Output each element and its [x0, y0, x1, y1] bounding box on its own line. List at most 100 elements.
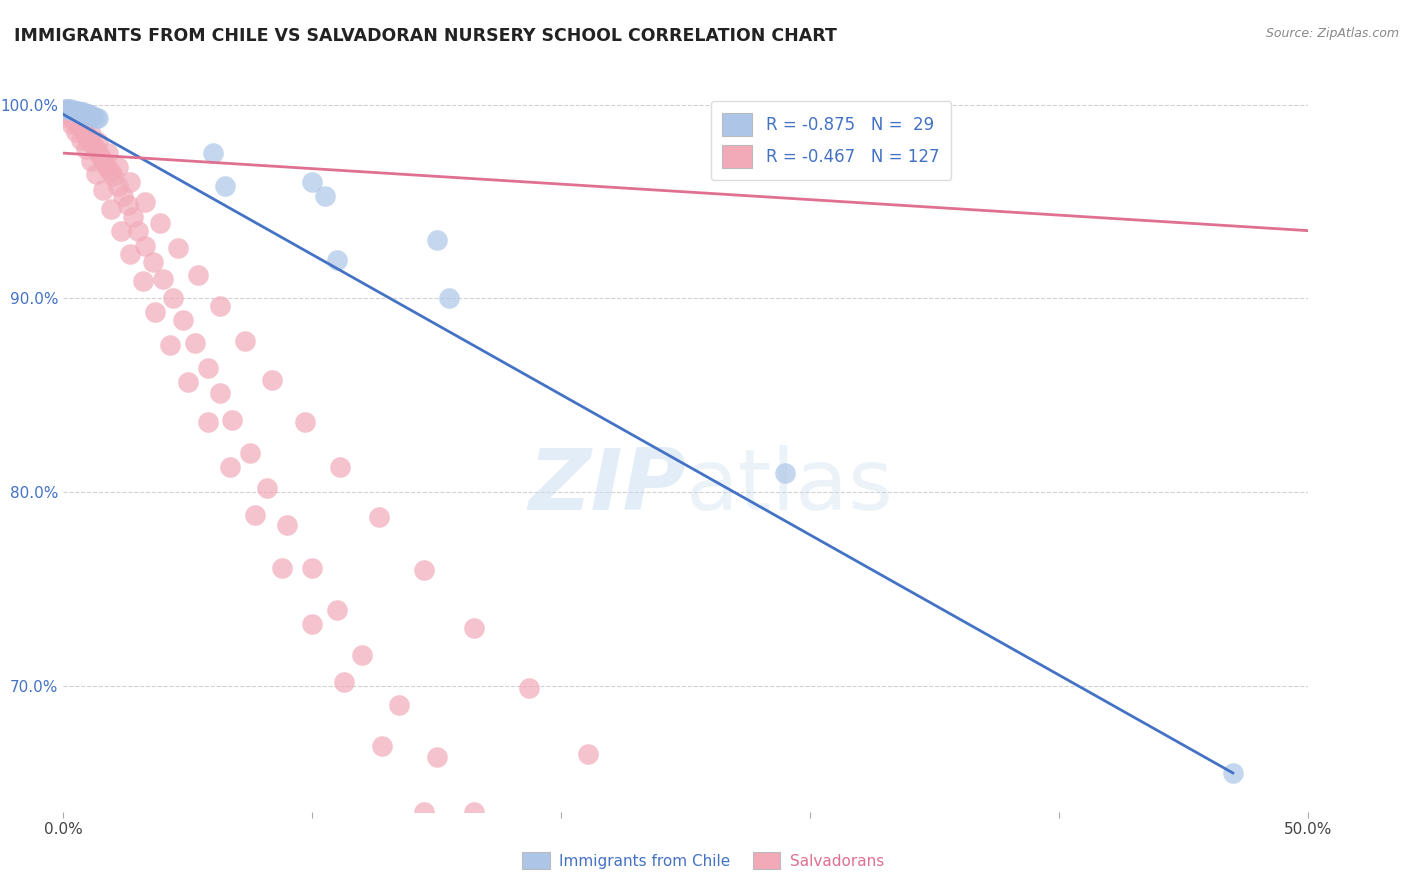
Point: [75, 127, 97, 141]
Point: [243, 508, 266, 523]
Point: [437, 292, 460, 306]
Point: [58, 105, 80, 120]
Point: [152, 272, 174, 286]
Point: [463, 805, 485, 819]
Point: [67, 117, 90, 131]
Point: [55, 102, 77, 116]
Point: [294, 416, 316, 430]
Point: [177, 375, 200, 389]
Point: [79, 127, 101, 141]
Point: [62, 112, 84, 126]
Point: [271, 560, 294, 574]
Point: [371, 739, 394, 753]
Point: [55, 102, 77, 116]
Point: [143, 305, 166, 319]
Point: [94, 158, 117, 172]
Point: [55, 107, 77, 121]
Point: [333, 675, 356, 690]
Point: [219, 459, 242, 474]
Point: [65, 113, 87, 128]
Point: [77, 130, 100, 145]
Point: [97, 146, 120, 161]
Point: [87, 146, 110, 161]
Point: [79, 153, 101, 168]
Point: [84, 168, 107, 182]
Point: [328, 459, 350, 474]
Point: [117, 198, 139, 212]
Point: [75, 128, 97, 143]
Point: [576, 747, 599, 761]
Point: [67, 103, 90, 118]
Point: [87, 135, 110, 149]
Point: [197, 416, 219, 430]
Point: [67, 113, 90, 128]
Point: [1222, 766, 1244, 780]
Legend: Immigrants from Chile, Salvadorans: Immigrants from Chile, Salvadorans: [516, 846, 890, 875]
Point: [426, 750, 449, 764]
Point: [69, 132, 91, 146]
Point: [84, 112, 107, 126]
Point: [197, 361, 219, 376]
Point: [132, 274, 155, 288]
Point: [82, 109, 104, 123]
Point: [120, 247, 142, 261]
Point: [72, 107, 94, 121]
Point: [214, 179, 236, 194]
Point: [301, 175, 323, 189]
Point: [62, 112, 84, 126]
Point: [413, 805, 436, 819]
Point: [209, 299, 232, 313]
Point: [326, 603, 349, 617]
Point: [59, 102, 82, 116]
Point: [100, 165, 122, 179]
Point: [134, 194, 156, 209]
Point: [72, 123, 94, 137]
Point: [62, 109, 84, 123]
Point: [65, 103, 87, 118]
Text: ZIP: ZIP: [527, 445, 686, 528]
Point: [233, 334, 256, 348]
Legend: R = -0.875   N =  29, R = -0.467   N = 127: R = -0.875 N = 29, R = -0.467 N = 127: [710, 101, 950, 180]
Point: [67, 105, 90, 120]
Point: [69, 105, 91, 120]
Point: [463, 621, 485, 635]
Point: [82, 138, 104, 153]
Point: [77, 107, 100, 121]
Point: [77, 132, 100, 146]
Point: [107, 179, 129, 194]
Point: [276, 518, 298, 533]
Point: [413, 563, 436, 577]
Point: [127, 224, 149, 238]
Point: [149, 216, 172, 230]
Point: [55, 103, 77, 118]
Point: [67, 117, 90, 131]
Point: [426, 233, 449, 247]
Point: [59, 109, 82, 123]
Point: [87, 112, 110, 126]
Text: Source: ZipAtlas.com: Source: ZipAtlas.com: [1265, 27, 1399, 40]
Point: [388, 698, 411, 713]
Point: [69, 119, 91, 133]
Text: IMMIGRANTS FROM CHILE VS SALVADORAN NURSERY SCHOOL CORRELATION CHART: IMMIGRANTS FROM CHILE VS SALVADORAN NURS…: [14, 27, 837, 45]
Point: [84, 142, 107, 156]
Point: [187, 268, 209, 282]
Point: [209, 386, 232, 401]
Point: [107, 160, 129, 174]
Point: [79, 109, 101, 123]
Point: [75, 107, 97, 121]
Point: [101, 169, 124, 184]
Point: [75, 142, 97, 156]
Point: [262, 373, 284, 387]
Point: [58, 112, 80, 126]
Point: [58, 103, 80, 118]
Point: [134, 239, 156, 253]
Point: [110, 224, 132, 238]
Point: [79, 135, 101, 149]
Point: [97, 161, 120, 176]
Point: [172, 312, 194, 326]
Point: [201, 146, 224, 161]
Point: [91, 183, 114, 197]
Point: [256, 481, 278, 495]
Point: [122, 210, 145, 224]
Point: [350, 648, 373, 662]
